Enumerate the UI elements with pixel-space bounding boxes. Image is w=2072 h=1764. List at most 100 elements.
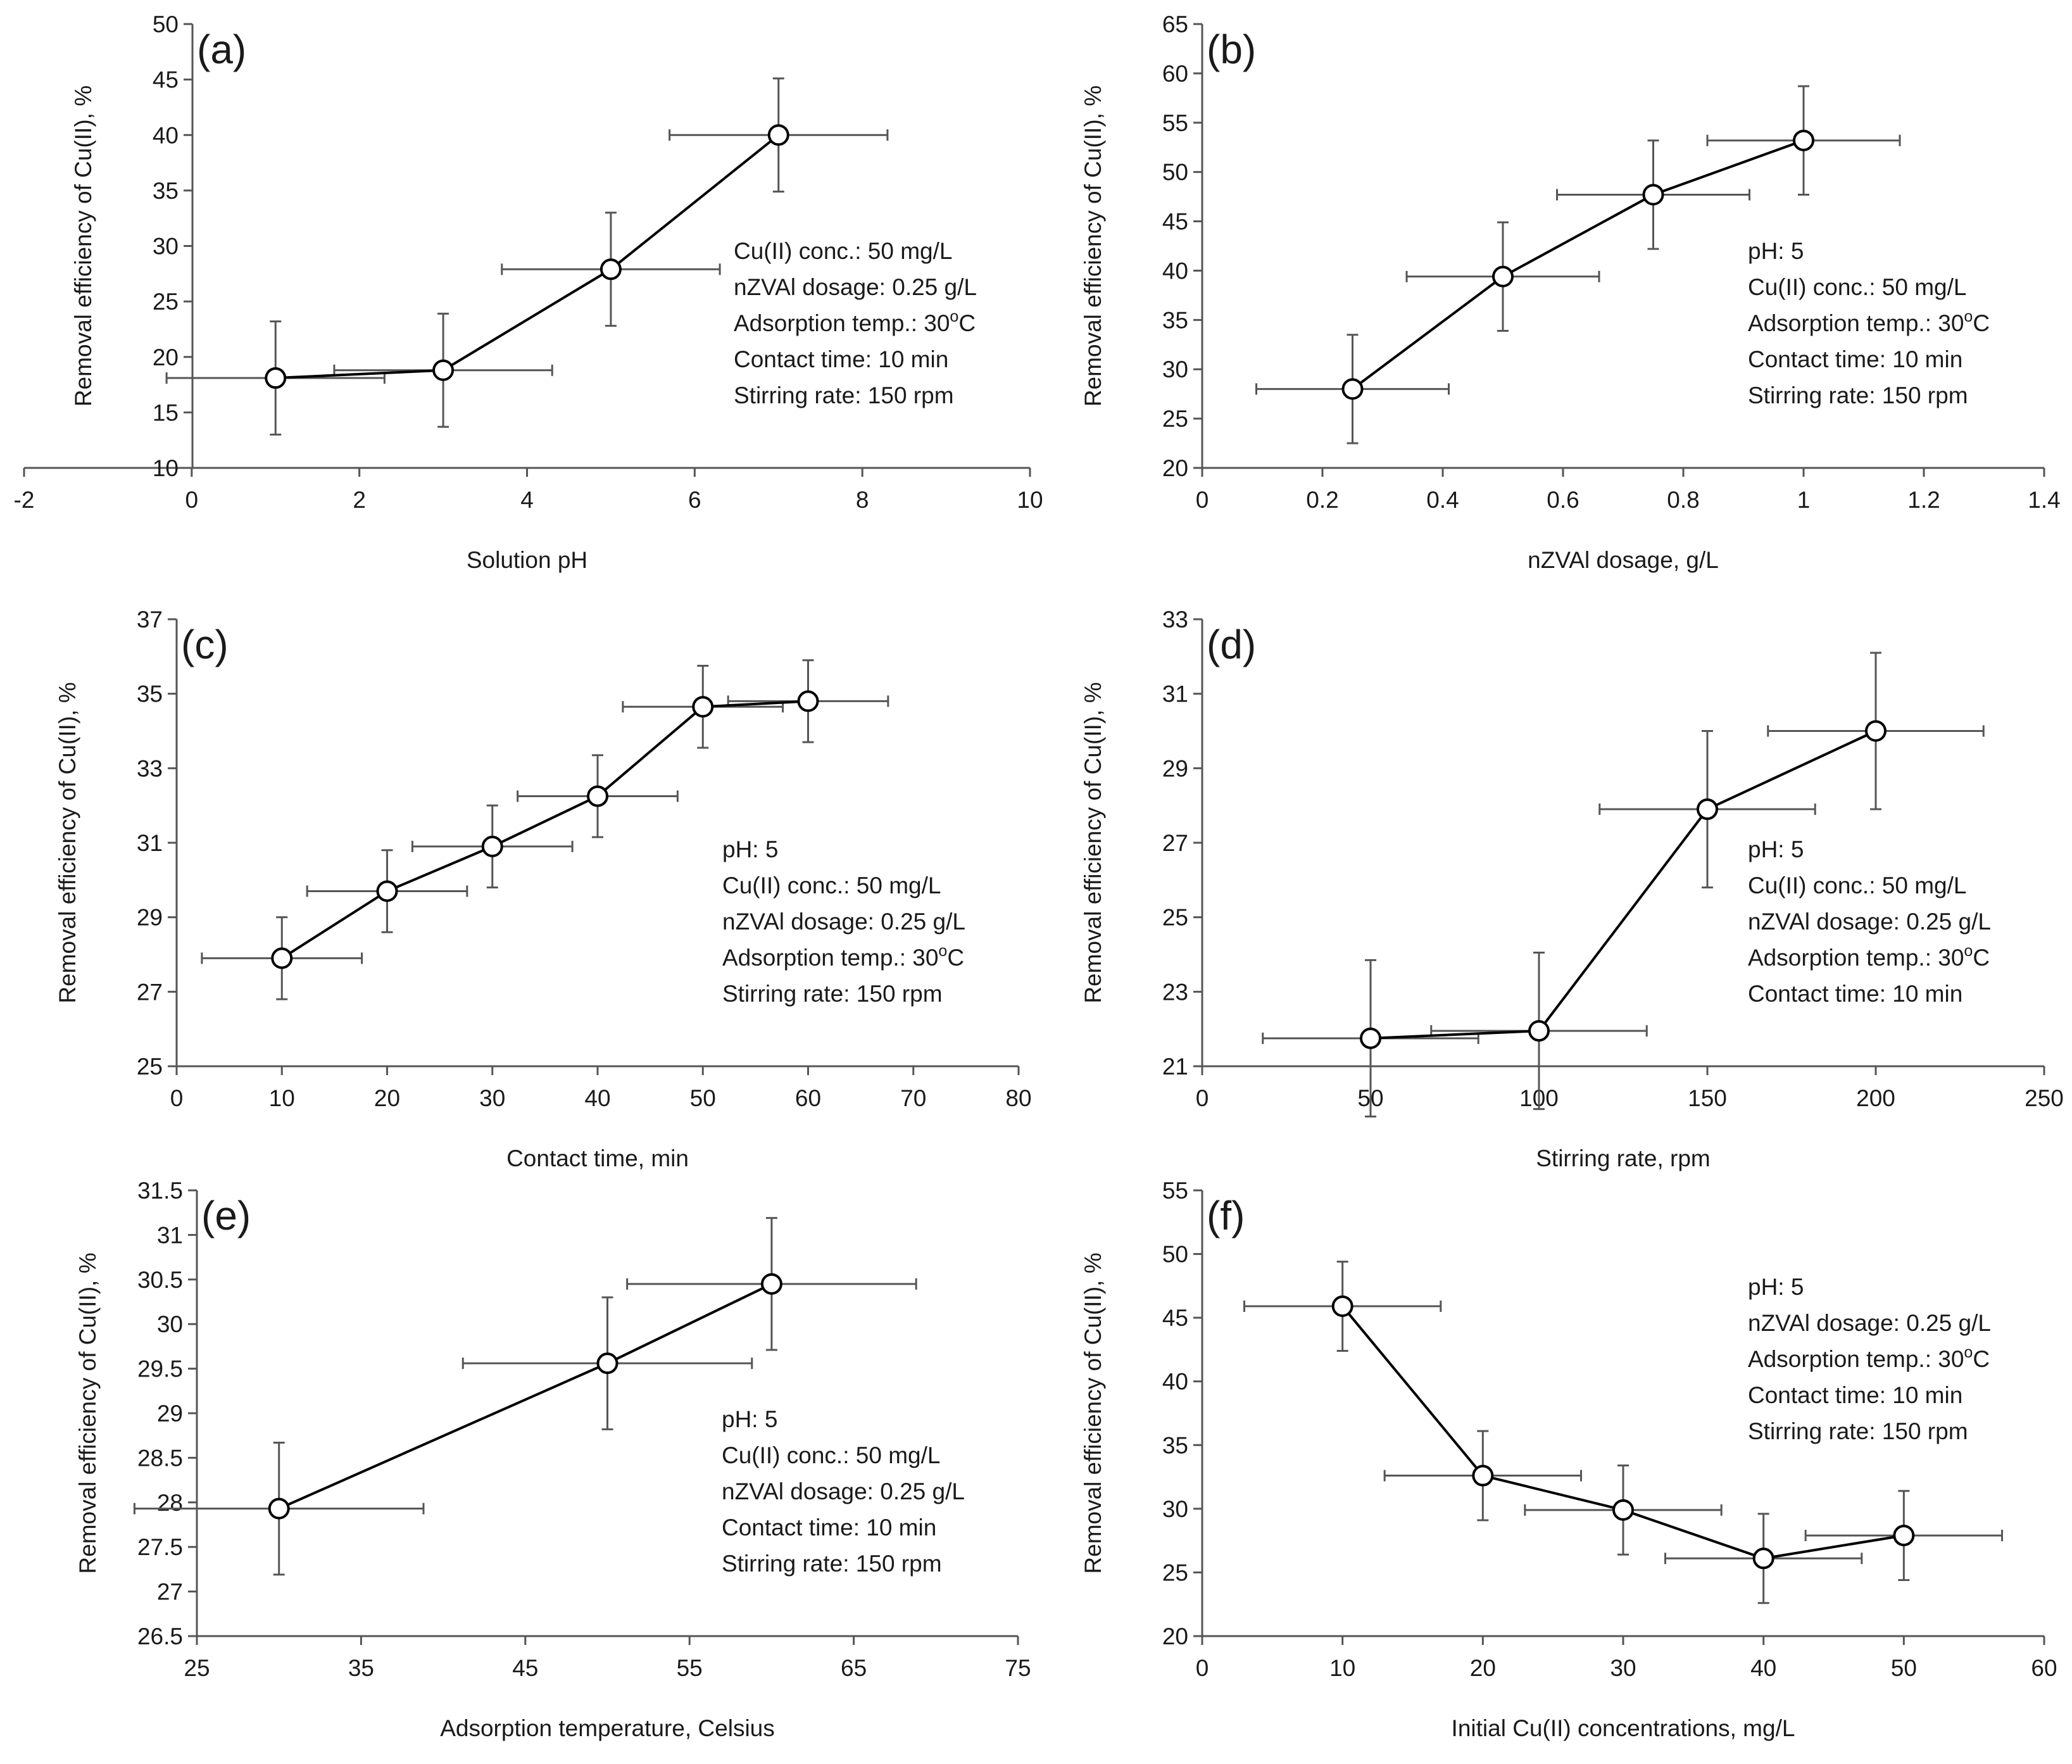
- condition-text: Adsorption temp.: 30: [1748, 945, 1964, 971]
- data-point-marker: [1752, 1547, 1774, 1570]
- y-tick-label: 40: [153, 122, 179, 148]
- y-tick-label: 35: [1162, 307, 1188, 333]
- condition-line: nZVAl dosage: 0.25 g/L: [722, 909, 965, 935]
- y-tick-label: 29: [1162, 755, 1188, 781]
- condition-text: Cu(II) conc.: 50 mg/L: [1748, 274, 1966, 300]
- y-tick-label: 28.5: [137, 1445, 183, 1471]
- x-tick-label: 250: [2025, 1085, 2064, 1111]
- superscript: o: [938, 942, 947, 960]
- data-point-marker: [587, 785, 608, 807]
- y-tick-label: 29: [157, 1401, 183, 1427]
- y-axis-title: Removal efficiency of Cu(II), %: [1080, 1252, 1106, 1573]
- condition-text: Cu(II) conc.: 50 mg/L: [1748, 873, 1966, 898]
- y-tick-label: 28: [157, 1490, 183, 1516]
- y-axis-title: Removal efficiency of Cu(II), %: [54, 682, 80, 1003]
- condition-text: Stirring rate: 150 rpm: [1748, 1418, 1968, 1444]
- condition-text: Contact time: 10 min: [1748, 981, 1962, 1007]
- x-tick-label: 0: [1196, 1655, 1209, 1681]
- panel-label: (f): [1207, 1193, 1245, 1238]
- x-tick-label: 0: [170, 1085, 184, 1111]
- condition-text: pH: 5: [722, 836, 778, 862]
- condition-line: Stirring rate: 150 rpm: [734, 382, 954, 408]
- condition-line: nZVAl dosage: 0.25 g/L: [1748, 909, 1991, 935]
- data-point-marker: [1360, 1027, 1381, 1049]
- condition-text: Contact time: 10 min: [1748, 346, 1962, 372]
- x-tick-label: 65: [841, 1655, 867, 1681]
- data-point-marker: [767, 124, 789, 146]
- condition-line: pH: 5: [1748, 836, 1804, 862]
- condition-text: nZVAl dosage: 0.25 g/L: [734, 274, 977, 300]
- data-point-marker: [1612, 1499, 1634, 1521]
- superscript: o: [1964, 942, 1973, 960]
- condition-text: Stirring rate: 150 rpm: [722, 981, 943, 1007]
- condition-line: pH: 5: [1748, 1274, 1804, 1300]
- y-tick-label: 65: [1162, 11, 1188, 37]
- y-tick-label: 27: [1162, 830, 1188, 856]
- y-tick-label: 35: [153, 178, 179, 204]
- condition-text: Stirring rate: 150 rpm: [1748, 382, 1968, 408]
- y-tick-label: 30: [1162, 1496, 1188, 1522]
- x-tick-label: 55: [677, 1655, 703, 1681]
- y-tick-label: 55: [1162, 110, 1188, 136]
- y-tick-label: 45: [1162, 1305, 1188, 1331]
- x-tick-label: 25: [184, 1655, 210, 1681]
- y-tick-label: 30: [157, 1311, 183, 1337]
- x-tick-label: 10: [1017, 487, 1043, 513]
- series-line: [1370, 729, 1876, 1040]
- condition-unit: C: [947, 945, 964, 971]
- y-tick-label: 31: [157, 1222, 183, 1248]
- x-axis-title: Initial Cu(II) concentrations, mg/L: [1452, 1715, 1795, 1741]
- condition-line: Contact time: 10 min: [1748, 346, 1962, 372]
- condition-text: Contact time: 10 min: [722, 1515, 936, 1540]
- y-tick-label: 29.5: [137, 1356, 183, 1382]
- condition-line: Adsorption temp.: 30oC: [1748, 308, 1990, 336]
- condition-line: nZVAl dosage: 0.25 g/L: [734, 274, 977, 300]
- condition-text: Contact time: 10 min: [734, 346, 948, 372]
- superscript: o: [1964, 1344, 1973, 1361]
- x-tick-label: 10: [1329, 1655, 1355, 1681]
- condition-line: nZVAl dosage: 0.25 g/L: [722, 1478, 965, 1504]
- x-tick-label: 40: [1750, 1655, 1776, 1681]
- condition-unit: C: [1973, 310, 1990, 336]
- condition-line: Adsorption temp.: 30oC: [1748, 1344, 1990, 1372]
- data-point-marker: [1793, 129, 1814, 151]
- x-tick-label: 20: [1470, 1655, 1496, 1681]
- y-tick-label: 30: [153, 234, 179, 260]
- x-axis-title: Stirring rate, rpm: [1536, 1145, 1711, 1171]
- condition-text: Cu(II) conc.: 50 mg/L: [734, 238, 952, 264]
- condition-text: Adsorption temp.: 30: [734, 310, 950, 336]
- y-tick-label: 15: [153, 400, 179, 425]
- condition-line: Adsorption temp.: 30oC: [722, 942, 964, 971]
- y-tick-label: 31.5: [137, 1178, 183, 1204]
- y-tick-label: 30: [1162, 356, 1188, 382]
- y-tick-label: 10: [153, 455, 179, 481]
- x-tick-label: 0.4: [1426, 487, 1459, 513]
- y-tick-label: 27: [137, 979, 163, 1005]
- x-axis-title: Solution pH: [467, 547, 587, 573]
- x-axis-title: nZVAl dosage, g/L: [1528, 547, 1719, 573]
- y-tick-label: 31: [1162, 681, 1188, 707]
- condition-text: Adsorption temp.: 30: [1748, 310, 1964, 336]
- panel-label: (a): [197, 27, 246, 72]
- y-axis-title: Removal efficiency of Cu(II), %: [70, 85, 96, 406]
- x-tick-label: 35: [348, 1655, 374, 1681]
- data-point-marker: [1697, 798, 1718, 821]
- panel-label: (c): [181, 622, 229, 667]
- data-point-marker: [596, 1352, 618, 1375]
- condition-line: Contact time: 10 min: [1748, 981, 1962, 1007]
- data-point-marker: [1331, 1295, 1353, 1318]
- x-tick-label: 150: [1688, 1085, 1727, 1111]
- chart-panel-c: 0 10 20 30 40 50 60 70 80 25 27 29 31 33 35 37 Contact t…: [54, 607, 1032, 1171]
- data-point-marker: [376, 880, 398, 902]
- condition-text: nZVAl dosage: 0.25 g/L: [722, 909, 965, 935]
- condition-text: Adsorption temp.: 30: [722, 945, 938, 971]
- y-tick-label: 50: [1162, 1242, 1188, 1268]
- condition-text: Stirring rate: 150 rpm: [734, 382, 954, 408]
- x-axis-title: Contact time, min: [506, 1145, 689, 1171]
- y-axis-title: Removal efficiency of Cu(II), %: [75, 1252, 101, 1573]
- y-tick-label: 21: [1162, 1054, 1188, 1080]
- y-tick-label: 25: [137, 1054, 163, 1080]
- x-tick-label: 1.4: [2028, 487, 2060, 513]
- series-line: [275, 134, 780, 380]
- data-point-marker: [600, 258, 622, 280]
